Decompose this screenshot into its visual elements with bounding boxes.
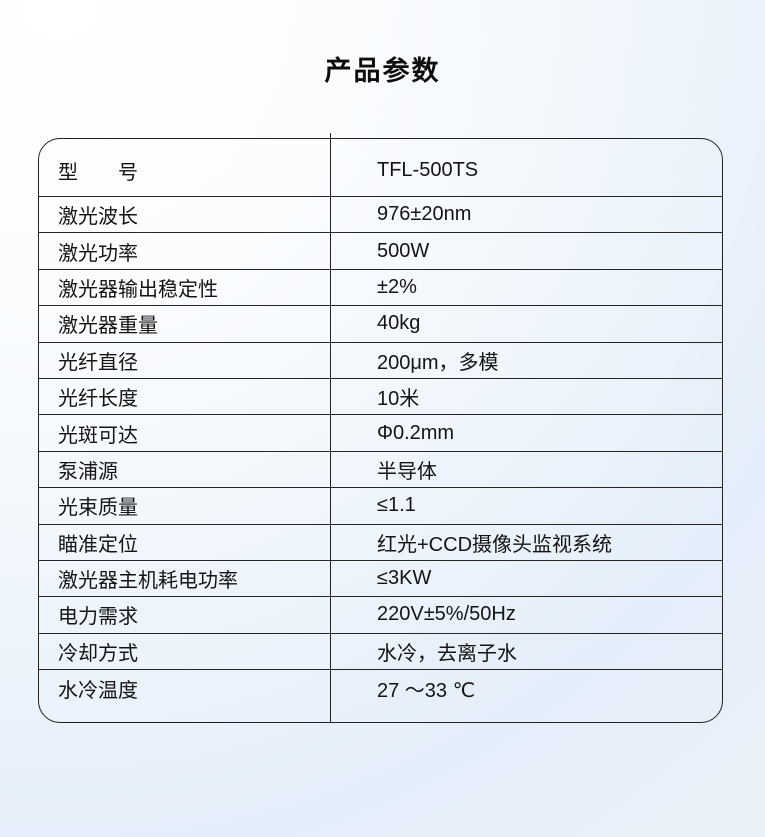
table-row-fiber-diameter: 光纤直径 200μm，多模 [39, 341, 722, 378]
spec-label: 激光功率 [58, 242, 138, 265]
spec-value: 红光+CCD摄像头监视系统 [377, 533, 613, 556]
page-title: 产品参数 [324, 56, 441, 86]
table-row-water-temp: 水冷温度 27 ～33 ℃ [39, 669, 722, 722]
spec-value: 水冷，去离子水 [377, 642, 517, 665]
table-row-cooling-method: 冷却方式 水冷，去离子水 [39, 632, 722, 669]
product-parameters-page: 产品参数 型 号 TFL-500TS 激光波长 976±20nm 激光功率 50… [0, 56, 765, 724]
spec-table: 型 号 TFL-500TS 激光波长 976±20nm 激光功率 500W 激光… [38, 133, 723, 724]
spec-label: 泵浦源 [58, 460, 118, 483]
spec-value: ±2% [377, 275, 417, 298]
spec-label: 光斑可达 [58, 424, 138, 447]
table-row-weight: 激光器重量 40kg [39, 305, 722, 341]
spec-value: 10米 [377, 388, 420, 411]
table-row-power-requirement: 电力需求 220V±5%/50Hz [39, 596, 722, 632]
spec-label: 瞄准定位 [58, 533, 138, 556]
spec-label: 光束质量 [58, 497, 138, 520]
table-row-beam-quality: 光束质量 ≤1.1 [39, 487, 722, 523]
spec-label: 水冷温度 [58, 680, 138, 703]
spec-value: 976±20nm [377, 203, 472, 226]
table-row-wavelength: 激光波长 976±20nm [39, 196, 722, 232]
spec-label: 激光波长 [58, 206, 138, 229]
spec-label: 激光器主机耗电功率 [58, 570, 238, 593]
spec-label: 型 号 [58, 162, 138, 184]
table-row-power: 激光功率 500W [39, 232, 722, 268]
spec-value: ≤3KW [377, 567, 432, 590]
spec-value: ≤1.1 [377, 494, 416, 517]
spec-value: 半导体 [377, 460, 437, 483]
table-row-fiber-length: 光纤长度 10米 [39, 377, 722, 414]
spec-table-box: 型 号 TFL-500TS 激光波长 976±20nm 激光功率 500W 激光… [38, 138, 723, 724]
table-row-aiming: 瞄准定位 红光+CCD摄像头监视系统 [39, 523, 722, 560]
table-row-host-power-consumption: 激光器主机耗电功率 ≤3KW [39, 559, 722, 596]
spec-value: 200μm，多模 [377, 351, 499, 374]
spec-label: 光纤长度 [58, 388, 138, 411]
spec-value: TFL-500TS [377, 159, 479, 181]
spec-value: Φ0.2mm [377, 421, 455, 444]
spec-value: 27 ～33 ℃ [377, 680, 476, 703]
column-divider-line [330, 133, 331, 724]
spec-label: 光纤直径 [58, 351, 138, 374]
spec-value: 40kg [377, 312, 421, 335]
spec-value: 220V±5%/50Hz [377, 603, 516, 626]
spec-label: 激光器输出稳定性 [58, 278, 218, 301]
table-row-spot-size: 光斑可达 Φ0.2mm [39, 414, 722, 450]
spec-label: 激光器重量 [58, 315, 158, 338]
table-row-model: 型 号 TFL-500TS [39, 139, 722, 196]
spec-value: 500W [377, 239, 430, 262]
spec-label: 电力需求 [58, 606, 138, 629]
spec-label: 冷却方式 [58, 642, 138, 665]
table-row-pump-source: 泵浦源 半导体 [39, 450, 722, 487]
table-row-output-stability: 激光器输出稳定性 ±2% [39, 268, 722, 305]
